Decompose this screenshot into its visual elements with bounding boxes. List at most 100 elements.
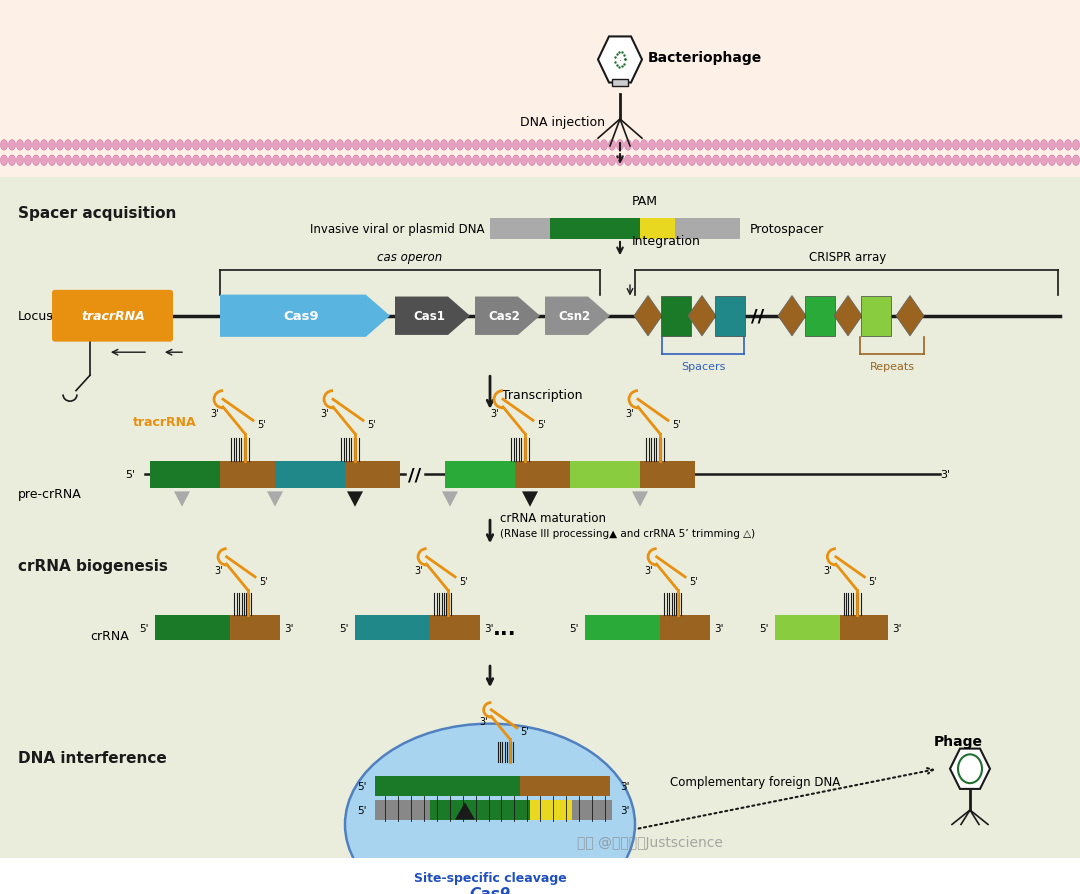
- Polygon shape: [634, 296, 662, 336]
- FancyBboxPatch shape: [775, 615, 840, 640]
- Ellipse shape: [809, 156, 815, 166]
- Text: 3': 3': [940, 469, 950, 479]
- Ellipse shape: [673, 140, 679, 151]
- Ellipse shape: [168, 156, 175, 166]
- Ellipse shape: [121, 156, 127, 166]
- FancyBboxPatch shape: [612, 80, 627, 88]
- Ellipse shape: [664, 156, 672, 166]
- Ellipse shape: [617, 140, 623, 151]
- Ellipse shape: [384, 156, 391, 166]
- Text: 3': 3': [211, 409, 219, 418]
- Ellipse shape: [953, 156, 959, 166]
- Ellipse shape: [1000, 140, 1008, 151]
- Ellipse shape: [328, 156, 336, 166]
- Ellipse shape: [481, 156, 487, 166]
- Ellipse shape: [201, 156, 207, 166]
- Ellipse shape: [889, 156, 895, 166]
- Ellipse shape: [176, 140, 184, 151]
- Polygon shape: [545, 297, 610, 335]
- Ellipse shape: [793, 156, 799, 166]
- FancyBboxPatch shape: [660, 615, 710, 640]
- Ellipse shape: [960, 140, 968, 151]
- Ellipse shape: [32, 156, 40, 166]
- Ellipse shape: [272, 140, 280, 151]
- Ellipse shape: [232, 140, 240, 151]
- Ellipse shape: [361, 140, 367, 151]
- Ellipse shape: [849, 156, 855, 166]
- Ellipse shape: [168, 140, 175, 151]
- Text: 5': 5': [459, 576, 468, 586]
- Ellipse shape: [744, 156, 752, 166]
- Text: PAM: PAM: [565, 808, 586, 818]
- FancyBboxPatch shape: [861, 296, 891, 336]
- Ellipse shape: [577, 140, 583, 151]
- Ellipse shape: [441, 140, 447, 151]
- Ellipse shape: [185, 140, 191, 151]
- Ellipse shape: [241, 156, 247, 166]
- Ellipse shape: [1072, 140, 1080, 151]
- Ellipse shape: [216, 140, 224, 151]
- Text: Cas9: Cas9: [283, 310, 319, 323]
- Ellipse shape: [0, 140, 8, 151]
- Ellipse shape: [753, 156, 759, 166]
- Ellipse shape: [49, 156, 55, 166]
- Ellipse shape: [936, 156, 944, 166]
- Ellipse shape: [873, 140, 879, 151]
- Ellipse shape: [1049, 140, 1055, 151]
- FancyBboxPatch shape: [230, 615, 280, 640]
- Text: 5': 5': [537, 419, 545, 430]
- Ellipse shape: [481, 140, 487, 151]
- Ellipse shape: [985, 140, 991, 151]
- Ellipse shape: [816, 156, 824, 166]
- Ellipse shape: [361, 156, 367, 166]
- Ellipse shape: [553, 140, 559, 151]
- Ellipse shape: [800, 140, 808, 151]
- Ellipse shape: [288, 156, 296, 166]
- Ellipse shape: [713, 156, 719, 166]
- FancyBboxPatch shape: [0, 0, 1080, 177]
- Ellipse shape: [497, 140, 503, 151]
- Text: 5': 5': [357, 781, 367, 791]
- Ellipse shape: [105, 140, 111, 151]
- Ellipse shape: [368, 140, 376, 151]
- Ellipse shape: [312, 140, 320, 151]
- Ellipse shape: [1056, 156, 1064, 166]
- Ellipse shape: [65, 156, 71, 166]
- Ellipse shape: [89, 156, 95, 166]
- FancyBboxPatch shape: [640, 461, 696, 488]
- Ellipse shape: [608, 140, 616, 151]
- Ellipse shape: [408, 156, 416, 166]
- Text: 5': 5': [357, 805, 367, 815]
- Ellipse shape: [864, 140, 872, 151]
- Ellipse shape: [392, 156, 400, 166]
- Ellipse shape: [680, 156, 688, 166]
- Ellipse shape: [689, 140, 696, 151]
- Text: ⚙: ⚙: [619, 60, 621, 61]
- Ellipse shape: [504, 156, 512, 166]
- Polygon shape: [267, 492, 283, 507]
- Text: 5': 5': [339, 623, 349, 633]
- Polygon shape: [778, 296, 806, 336]
- Ellipse shape: [969, 140, 975, 151]
- Ellipse shape: [600, 140, 607, 151]
- Ellipse shape: [889, 140, 895, 151]
- Text: 3': 3': [490, 409, 499, 418]
- Ellipse shape: [312, 156, 320, 166]
- FancyBboxPatch shape: [519, 777, 610, 796]
- Text: crRNA maturation: crRNA maturation: [500, 511, 606, 525]
- Ellipse shape: [72, 156, 80, 166]
- Polygon shape: [522, 492, 538, 507]
- Text: Protospacer: Protospacer: [750, 223, 824, 236]
- Ellipse shape: [1065, 156, 1071, 166]
- FancyBboxPatch shape: [150, 461, 220, 488]
- Ellipse shape: [648, 156, 656, 166]
- FancyBboxPatch shape: [530, 800, 572, 820]
- Ellipse shape: [849, 140, 855, 151]
- Ellipse shape: [689, 156, 696, 166]
- Ellipse shape: [633, 156, 639, 166]
- Text: 3': 3': [625, 409, 634, 418]
- Ellipse shape: [345, 140, 351, 151]
- Ellipse shape: [352, 156, 360, 166]
- Ellipse shape: [657, 140, 663, 151]
- Ellipse shape: [392, 140, 400, 151]
